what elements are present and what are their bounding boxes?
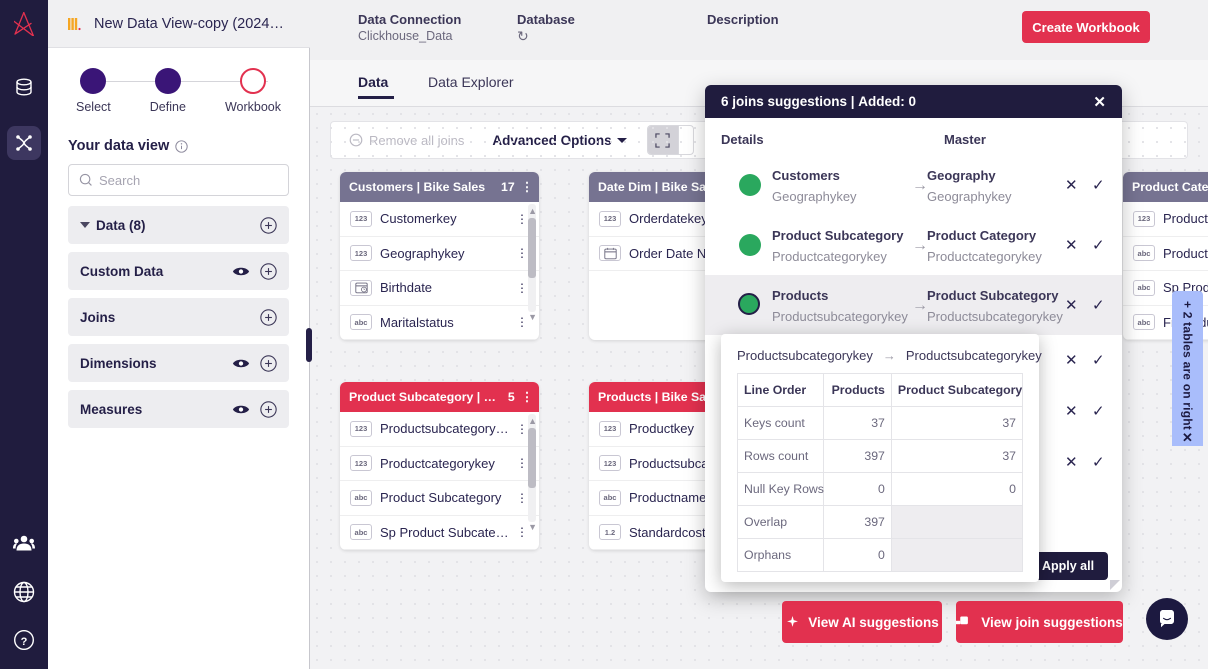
svg-text:?: ? (21, 636, 28, 648)
